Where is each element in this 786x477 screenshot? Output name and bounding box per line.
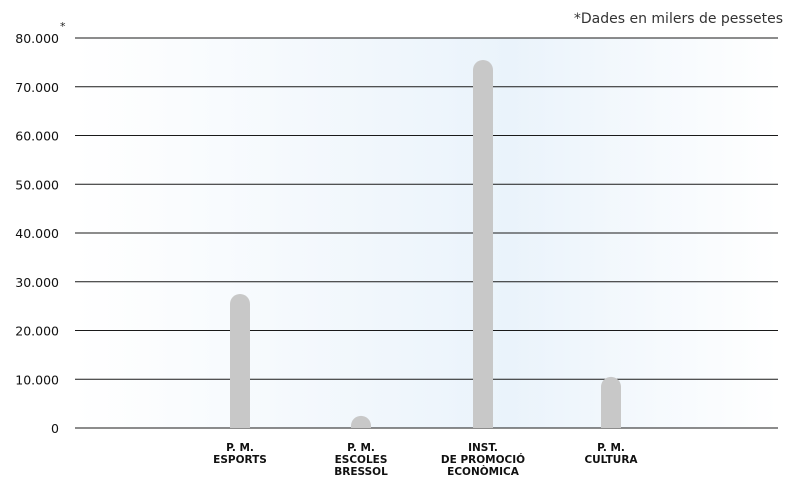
bars <box>230 59 621 428</box>
y-tick-label: 20.000 <box>15 324 59 339</box>
y-tick-label: 10.000 <box>15 372 59 387</box>
y-tick-label: 40.000 <box>15 226 59 241</box>
x-category-label: P. M. ESCOLES BRESSOL <box>334 442 388 477</box>
x-category-label-line: ESCOLES <box>335 454 388 466</box>
bar-0 <box>230 293 250 428</box>
x-category-label: INST. DE PROMOCIÓ ECONÒMICA <box>441 442 525 477</box>
y-tick-label: 30.000 <box>15 275 59 290</box>
x-category-label: P. M. CULTURA <box>584 442 638 466</box>
y-tick-label: 70.000 <box>15 80 59 95</box>
units-note: *Dades en milers de pessetes <box>574 11 783 27</box>
x-category-label-line: DE PROMOCIÓ <box>441 453 525 466</box>
x-category-label-line: P. M. <box>597 442 625 454</box>
x-category-label-line: P. M. <box>226 442 254 454</box>
gridlines <box>75 37 778 429</box>
axis-asterisk: * <box>60 20 66 33</box>
y-tick-label: 0 <box>51 421 59 436</box>
bar-3 <box>601 376 621 428</box>
x-category-label-line: BRESSOL <box>334 466 388 477</box>
bar-2 <box>473 59 493 428</box>
x-category-label-line: ECONÒMICA <box>447 465 520 477</box>
y-axis-tick-labels: 0 10.000 20.000 30.000 40.000 50.000 60.000 70.… <box>15 31 59 436</box>
y-tick-label: 60.000 <box>15 129 59 144</box>
bar-1 <box>351 415 371 428</box>
x-category-label-line: CULTURA <box>584 454 638 466</box>
x-category-label-line: ESPORTS <box>213 454 267 466</box>
x-category-label-line: INST. <box>468 442 498 454</box>
y-tick-label: 80.000 <box>15 31 59 46</box>
x-category-label-line: P. M. <box>347 442 375 454</box>
x-category-label: P. M. ESPORTS <box>213 442 267 466</box>
y-tick-label: 50.000 <box>15 177 59 192</box>
